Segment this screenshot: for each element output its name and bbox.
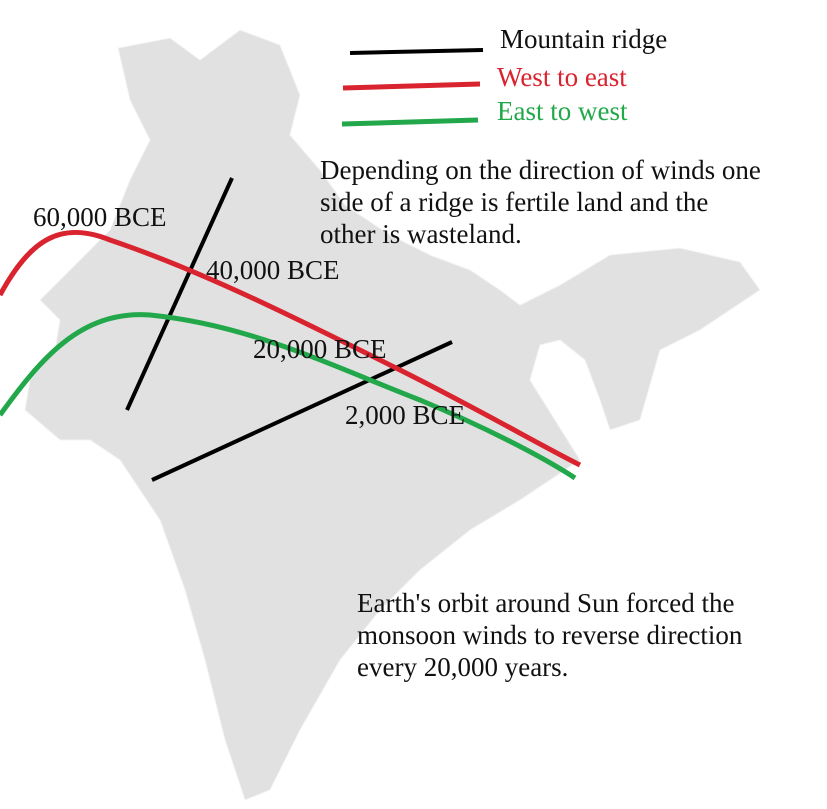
- time-label-40000: 40,000 BCE: [206, 255, 340, 285]
- note-ridge: Depending on the direction of winds one …: [320, 155, 761, 249]
- india-map: [24, 29, 761, 801]
- ridges: [125, 177, 453, 482]
- legend-west-east-label: West to east: [497, 62, 627, 92]
- time-label-20000: 20,000 BCE: [253, 334, 387, 364]
- legend-east-west-swatch: [341, 117, 479, 127]
- legend-east-west-label: East to west: [497, 96, 628, 126]
- west-to-east-curve: [0, 229, 582, 468]
- time-label-2000: 2,000 BCE: [345, 400, 466, 430]
- legend-ridge-swatch: [349, 48, 484, 55]
- time-label-60000: 60,000 BCE: [33, 202, 167, 232]
- ridge-line-central: [151, 340, 453, 482]
- note-orbit: Earth's orbit around Sun forced the mons…: [357, 588, 743, 682]
- legend-lines: [341, 48, 484, 127]
- east-to-west-curve: [0, 312, 577, 481]
- legend-ridge-label: Mountain ridge: [500, 24, 668, 54]
- ridge-line-west: [125, 177, 234, 411]
- legend-west-east-swatch: [342, 81, 481, 91]
